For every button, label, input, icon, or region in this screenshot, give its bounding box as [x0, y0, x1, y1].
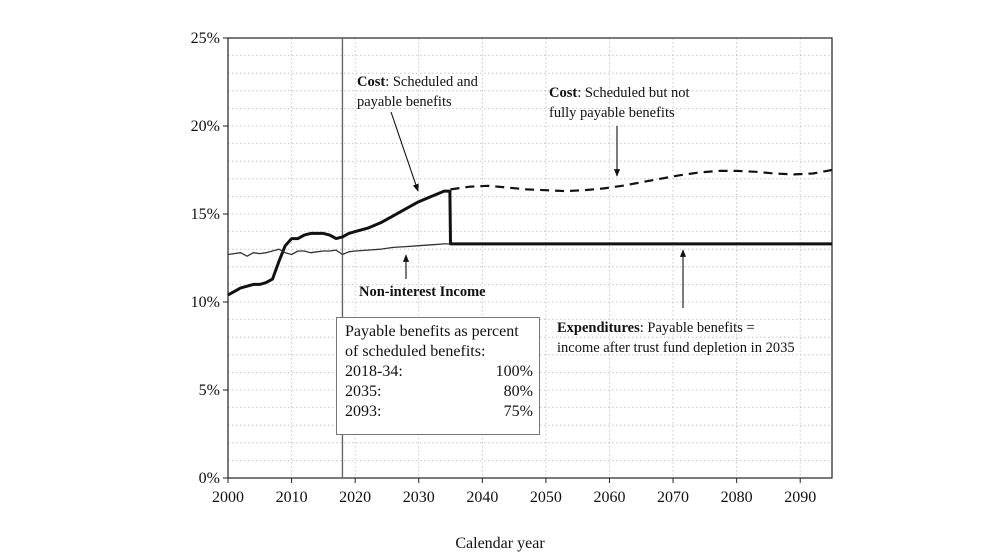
grid [228, 38, 832, 478]
x-tick-label: 2040 [466, 489, 498, 506]
non-interest-income-line [227, 243, 451, 257]
payable-box-pct: 100% [495, 363, 533, 380]
cost-payable-annotation-line2: payable benefits [357, 94, 452, 110]
cost-unpayable-annotation-line2: fully payable benefits [549, 105, 675, 121]
payable-box-title-line1: Payable benefits as percent [345, 323, 519, 340]
x-tick-label: 2000 [212, 489, 244, 506]
y-tick-label: 15% [191, 206, 220, 223]
income-annotation: Non-interest Income [359, 284, 486, 300]
x-axis-label: Calendar year [455, 535, 545, 552]
x-tick-label: 2010 [276, 489, 308, 506]
axes: 0% 5% 10% 15% 20% 25% 2000 2010 2020 2030 2040 2050… [191, 30, 833, 506]
payable-box-row: 2035: 80% [345, 382, 533, 402]
cost-payable-annotation-line1: Cost: Scheduled and [357, 74, 479, 90]
annotation-layer: Cost: Scheduled and payable benefits Cos… [357, 74, 795, 356]
payable-box-pct: 75% [503, 403, 533, 420]
x-tick-label: 2070 [657, 489, 689, 506]
x-tick-label: 2090 [784, 489, 816, 506]
x-tick-label: 2050 [530, 489, 562, 506]
y-tick-label: 5% [199, 382, 220, 399]
payable-box-row: 2018-34: 100% [345, 362, 533, 382]
y-tick-label: 10% [191, 294, 220, 311]
payable-benefits-box: Payable benefits as percent of scheduled… [336, 317, 540, 435]
payable-box-period: 2035: [345, 383, 382, 400]
payable-box-row: 2093: 75% [345, 402, 533, 422]
payable-box-period: 2093: [345, 403, 382, 420]
x-tick-label: 2080 [721, 489, 753, 506]
series-layer [227, 168, 833, 297]
cost-unpayable-annotation-line1: Cost: Scheduled but not [549, 85, 690, 101]
payable-box-period: 2018-34: [345, 363, 403, 380]
x-tick-label: 2020 [339, 489, 371, 506]
expenditures-annotation-line1: Expenditures: Payable benefits = [557, 320, 755, 336]
payable-box-title-line2: of scheduled benefits: [345, 343, 486, 360]
y-tick-label: 20% [191, 118, 220, 135]
y-tick-label: 0% [199, 470, 220, 487]
cost-scheduled-dashed-line [450, 168, 833, 193]
plot-frame [227, 37, 833, 479]
x-tick-label: 2030 [403, 489, 435, 506]
annotation-arrows [390, 111, 687, 308]
payable-box-pct: 80% [503, 383, 533, 400]
x-tick-label: 2060 [593, 489, 625, 506]
arrow-cost-payable [390, 111, 419, 192]
expenditures-annotation-line2: income after trust fund depletion in 203… [557, 340, 795, 356]
y-tick-label: 25% [191, 30, 220, 47]
cost-payable-line [227, 189, 832, 297]
